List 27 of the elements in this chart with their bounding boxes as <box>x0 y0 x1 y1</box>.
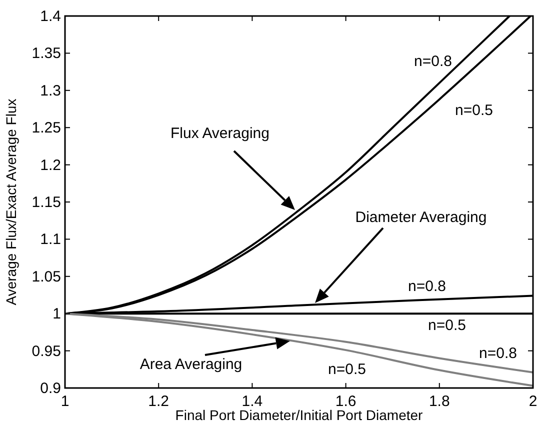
x-axis-title: Final Port Diameter/Initial Port Diameter <box>175 407 424 423</box>
annotation: n=0.5 <box>428 317 466 334</box>
x-tick-label: 1.6 <box>335 393 356 410</box>
annotation: Flux Averaging <box>170 125 270 142</box>
annotation: Diameter Averaging <box>355 209 487 226</box>
annotation: n=0.8 <box>408 278 446 295</box>
y-tick-label: 1.3 <box>40 82 61 100</box>
y-tick-label: 1.1 <box>40 231 61 248</box>
y-tick-label: 0.95 <box>32 342 61 360</box>
y-axis-title: Average Flux/Exact Average Flux <box>3 98 19 306</box>
annotation: n=0.8 <box>414 53 452 70</box>
x-tick-label: 2 <box>528 393 538 410</box>
y-tick-label: 1.4 <box>40 8 61 25</box>
y-tick-label: 0.9 <box>40 380 61 397</box>
y-tick-label: 1.05 <box>32 268 61 286</box>
annotation: n=0.5 <box>455 102 493 119</box>
y-tick-label: 1.35 <box>32 45 61 62</box>
y-tick-label: 1.15 <box>32 194 61 211</box>
y-tick-label: 1 <box>52 306 61 323</box>
annotation: n=0.5 <box>328 361 366 378</box>
y-tick-label: 1.2 <box>40 156 61 174</box>
y-tick-label: 1.25 <box>32 120 61 137</box>
annotation: n=0.8 <box>479 345 517 362</box>
x-tick-label: 1.8 <box>428 393 450 410</box>
x-tick-label: 1.4 <box>242 393 263 410</box>
annotation: Area Averaging <box>140 356 242 373</box>
x-tick-label: 1.2 <box>148 393 170 410</box>
